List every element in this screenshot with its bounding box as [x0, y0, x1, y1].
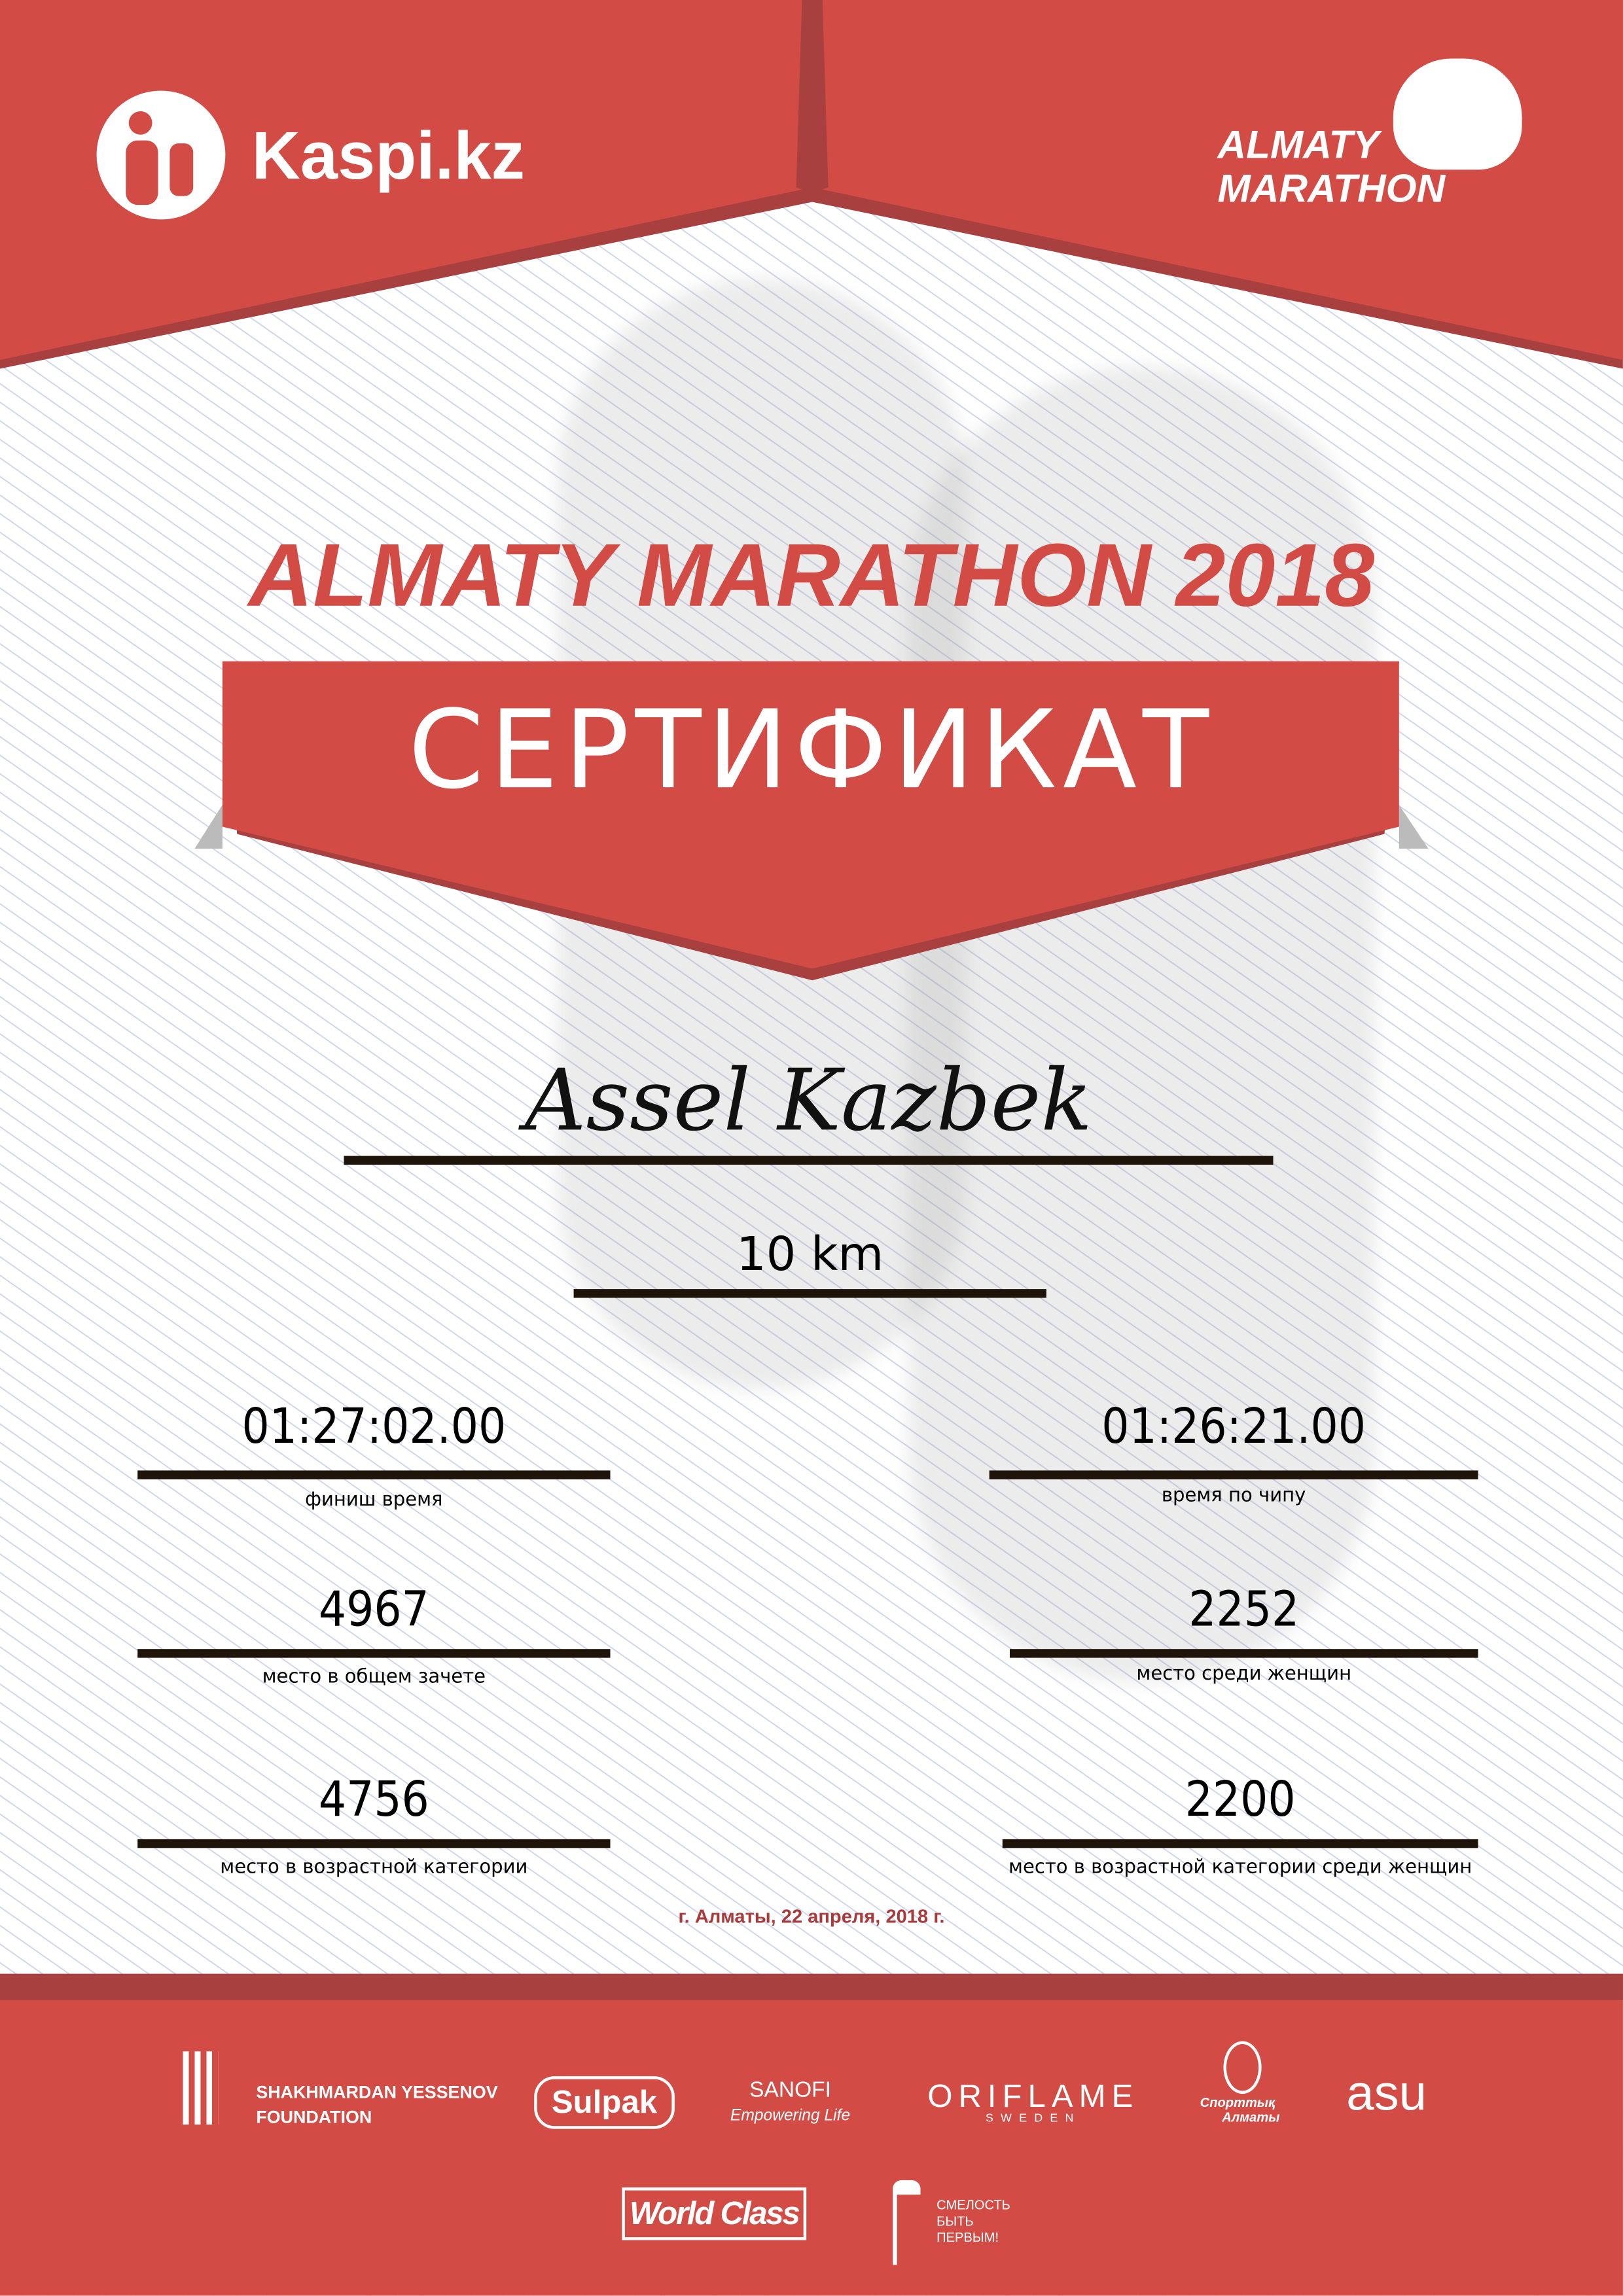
age-place-label: место в возрастной категории [220, 1856, 528, 1879]
overall-place-underline [137, 1649, 611, 1658]
finish-time-value: 01:27:02.00 [241, 1397, 507, 1455]
participant-name: Assel Kazbek [524, 1050, 1093, 1150]
age-place-value: 4756 [318, 1770, 429, 1828]
almaty-marathon-logo: ALMATY MARATHON [1218, 58, 1525, 219]
distance-underline [573, 1289, 1046, 1298]
fund-figure-icon [893, 2180, 921, 2265]
women-place-label: место среди женщин [1136, 1663, 1352, 1686]
overall-place-label: место в общем зачете [262, 1667, 486, 1689]
women-place-value: 2252 [1188, 1580, 1300, 1638]
asu-logo: asu [1346, 2066, 1427, 2122]
worldclass-logo: World Class [622, 2187, 807, 2240]
name-underline [344, 1156, 1274, 1165]
overall-place-value: 4967 [318, 1580, 429, 1638]
finish-time-underline [137, 1470, 611, 1479]
event-title: ALMATY MARATHON 2018 [248, 525, 1375, 625]
chip-time-underline [989, 1470, 1478, 1479]
finish-time-label: финиш время [305, 1489, 443, 1511]
runner-logo-icon [1393, 58, 1522, 170]
chip-time-value: 01:26:21.00 [1101, 1397, 1366, 1455]
certificate-heading: СЕРТИФИКАТ [408, 688, 1215, 814]
date-place: г. Алматы, 22 апреля, 2018 г. [678, 1905, 945, 1928]
women-age-place-underline [1002, 1839, 1478, 1848]
header-band [0, 0, 1623, 369]
women-age-place-value: 2200 [1185, 1770, 1296, 1828]
chip-time-label: время по чипу [1161, 1485, 1306, 1508]
emblem-icon [1223, 2041, 1262, 2094]
runner-photo-woman [907, 366, 1376, 1683]
yessenov-bars-icon [183, 2051, 219, 2125]
distance: 10 km [736, 1226, 884, 1282]
women-age-place-label: место в возрастной категории среди женщи… [1008, 1856, 1472, 1879]
kaspi-logo: Kaspi.kz [96, 90, 525, 220]
age-place-underline [137, 1839, 611, 1848]
footer-band [0, 1973, 1623, 2296]
women-place-underline [1009, 1649, 1478, 1658]
certificate-banner [194, 661, 1429, 981]
kaspi-logo-icon [96, 90, 226, 220]
sulpak-logo: Sulpak [534, 2076, 675, 2129]
